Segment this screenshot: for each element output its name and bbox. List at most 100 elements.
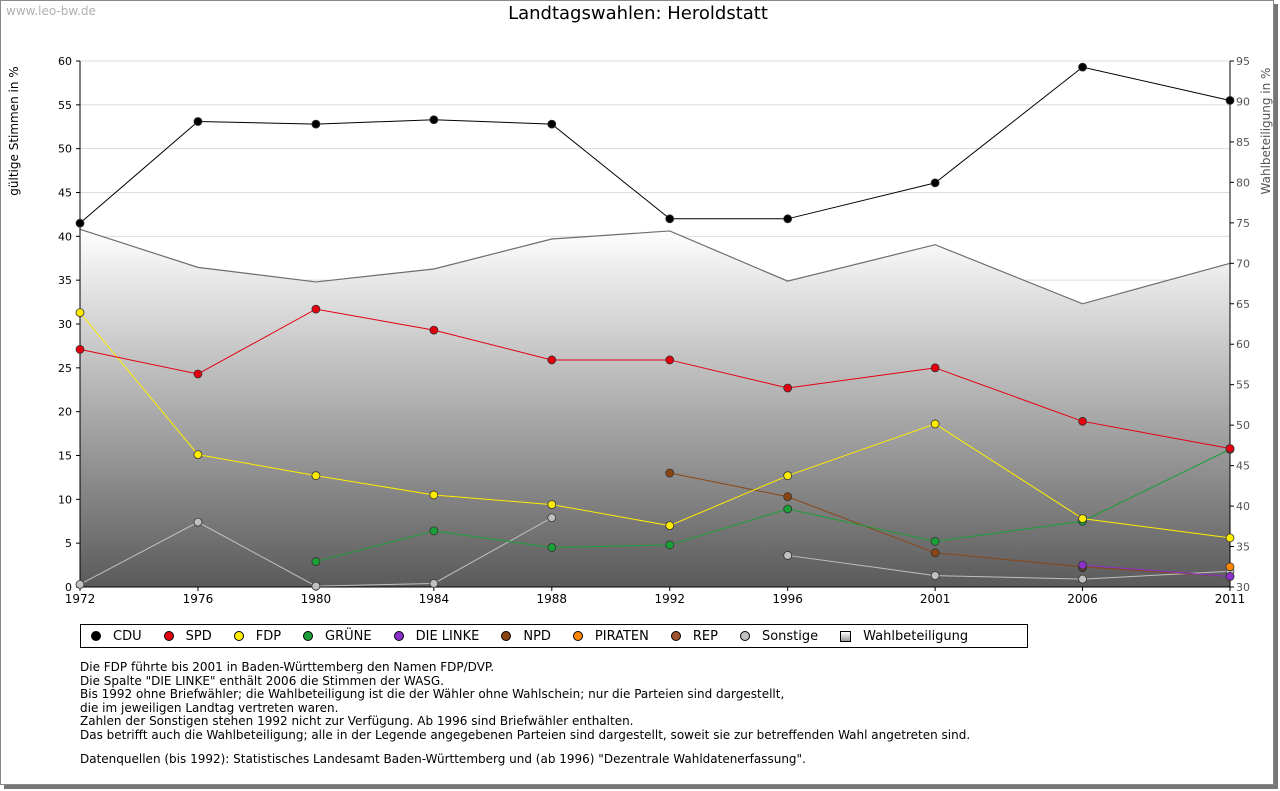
y-right-tick-label: 45 (1236, 460, 1250, 473)
series-line-fdp (79, 312, 1231, 539)
y-tick-label: 60 (58, 55, 72, 68)
note-line: Bis 1992 ohne Briefwähler; die Wahlbetei… (80, 687, 785, 701)
x-tick-label: 1980 (301, 592, 332, 606)
legend-label: REP (692, 628, 718, 644)
y-right-tick-label: 50 (1236, 419, 1250, 432)
legend-item: REP (670, 628, 718, 644)
data-point (783, 383, 793, 393)
data-point (547, 355, 557, 365)
legend-item: NPD (501, 629, 551, 644)
x-tick-label: 1988 (537, 592, 568, 606)
x-tick-label: 1996 (772, 592, 803, 606)
legend-item: PIRATEN (572, 628, 649, 644)
legend-label: CDU (113, 628, 142, 644)
data-point (547, 543, 557, 552)
legend-item: CDU (91, 629, 142, 644)
legend-swatch (739, 631, 750, 641)
y-right-tick-label: 35 (1236, 541, 1250, 554)
y-tick-label: 30 (58, 318, 72, 331)
data-point (1078, 514, 1087, 524)
legend-swatch (572, 631, 583, 641)
data-point (1225, 444, 1235, 453)
y-right-tick-label: 75 (1236, 217, 1250, 230)
y-right-tick-label: 85 (1236, 136, 1250, 149)
legend-label: Wahlbeteiligung (863, 628, 969, 644)
data-point (311, 471, 321, 481)
x-tick-label: 2006 (1067, 592, 1098, 606)
y-right-tick-label: 30 (1236, 581, 1250, 594)
legend-item: Sonstige (739, 628, 819, 644)
turnout-line (79, 228, 1231, 305)
y-tick-label: 55 (58, 99, 72, 112)
data-point (311, 581, 321, 591)
data-source: Datenquellen (bis 1992): Statistisches L… (80, 752, 806, 766)
data-point (930, 419, 940, 429)
legend-swatch (91, 631, 101, 641)
legend-swatch (840, 630, 852, 642)
data-point (1078, 560, 1087, 570)
legend-swatch (670, 631, 681, 641)
data-point (547, 119, 557, 129)
data-point (665, 214, 675, 224)
y-tick-label: 0 (65, 581, 72, 594)
data-point (429, 115, 439, 125)
series-line-cdu (79, 66, 1231, 224)
note-line: Die Spalte "DIE LINKE" enthält 2006 die … (80, 673, 445, 688)
chart-title: Landtagswahlen: Heroldstatt (508, 3, 768, 24)
data-point (193, 517, 203, 527)
legend-swatch (163, 631, 174, 641)
data-point (429, 490, 439, 500)
note-line: Zahlen der Sonstigen stehen 1992 nicht z… (80, 714, 634, 728)
legend-label: DIE LINKE (415, 628, 480, 644)
legend-swatch (303, 631, 314, 641)
y-right-tick-label: 40 (1236, 500, 1250, 513)
y-right-tick-label: 80 (1236, 176, 1250, 189)
data-point (429, 526, 439, 536)
data-point (1225, 96, 1235, 105)
note-line: Das betrifft auch die Wahlbeteiligung; a… (80, 727, 971, 742)
legend-item: DIE LINKE (393, 628, 480, 644)
y-tick-label: 40 (58, 230, 72, 243)
data-point (783, 214, 793, 224)
data-point (783, 551, 793, 560)
legend-swatch (233, 631, 244, 641)
data-point (193, 117, 203, 126)
legend-item: Wahlbeteiligung (840, 629, 968, 644)
legend-label: SPD (185, 628, 212, 644)
x-tick-label: 1984 (419, 592, 450, 606)
chart-notes: Die FDP führte bis 2001 in Baden-Württem… (80, 660, 971, 742)
data-point (547, 513, 557, 523)
data-point (429, 325, 439, 335)
y-tick-label: 45 (58, 187, 72, 200)
data-point (1078, 416, 1087, 426)
axes: 0 5 10 15 20 25 30 35 40 45 50 55 60 30 35 40 45 50 55 60 65… (58, 55, 1250, 606)
y-tick-label: 15 (58, 450, 72, 463)
legend-label: PIRATEN (594, 628, 649, 644)
y-right-tick-label: 95 (1236, 55, 1250, 68)
y-tick-label: 50 (58, 143, 72, 156)
data-point (311, 304, 321, 314)
series-points (75, 62, 1235, 591)
data-point (193, 369, 203, 379)
data-point (665, 468, 675, 478)
data-point (193, 450, 203, 460)
x-tick-label: 2011 (1215, 592, 1246, 606)
y-tick-label: 10 (58, 493, 72, 506)
y-right-tick-label: 90 (1236, 95, 1250, 108)
data-point (1078, 62, 1087, 72)
note-line: die im jeweiligen Landtag vertreten ware… (80, 700, 339, 715)
x-tick-label: 2001 (920, 592, 951, 606)
data-point (75, 308, 85, 318)
turnout-area-fill (80, 229, 1230, 587)
x-tick-label: 1976 (183, 592, 214, 606)
x-tick-label: 1992 (654, 592, 685, 606)
data-point (75, 218, 85, 228)
series-line-die-linke (1082, 564, 1231, 577)
y-right-tick-label: 65 (1236, 298, 1250, 311)
legend-label: Sonstige (761, 628, 819, 644)
line-chart: 0 5 10 15 20 25 30 35 40 45 50 55 60 30 35 40 45 50 55 60 65… (58, 55, 1250, 606)
legend-label: GRÜNE (325, 628, 372, 644)
turnout-area (79, 228, 1231, 587)
y-tick-label: 25 (58, 362, 72, 375)
data-point (665, 355, 675, 365)
